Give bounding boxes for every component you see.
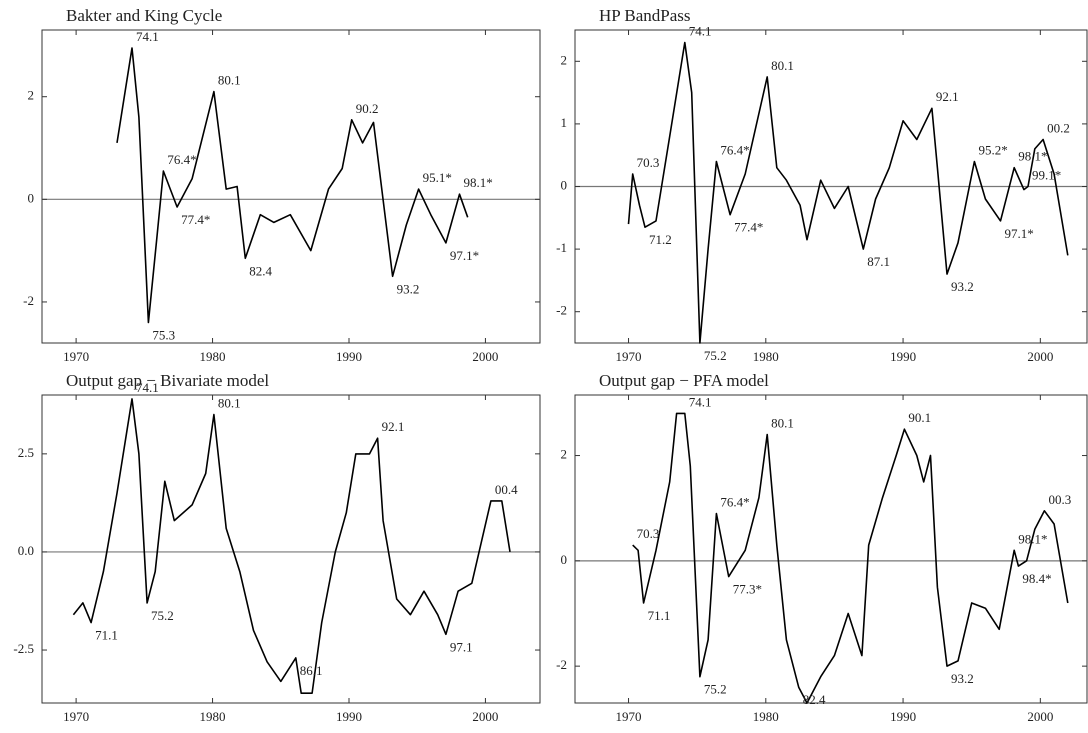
x-tick-label: 1990 (336, 709, 362, 724)
y-tick-label: 0 (561, 552, 568, 567)
x-tick-label: 1990 (890, 349, 916, 364)
x-tick-label: 1980 (753, 709, 779, 724)
turning-point-label: 98.4* (1022, 571, 1051, 586)
turning-point-label: 74.1 (689, 24, 712, 39)
turning-point-label: 90.1 (908, 410, 931, 425)
panel-title: HP BandPass (599, 6, 690, 25)
y-tick-label: 0 (561, 177, 568, 192)
turning-point-label: 97.1 (450, 639, 473, 654)
y-tick-label: 2 (561, 447, 568, 462)
y-tick-label: -2 (556, 303, 567, 318)
turning-point-label: 80.1 (771, 415, 794, 430)
y-tick-label: -2 (556, 657, 567, 672)
plot-frame (574, 394, 1088, 704)
x-tick-label: 1970 (63, 349, 89, 364)
turning-point-label: 70.3 (637, 526, 660, 541)
x-tick-label: 1980 (200, 709, 226, 724)
turning-point-label: 82.4 (803, 692, 826, 707)
turning-point-label: 93.2 (397, 281, 420, 296)
y-tick-label: -2.5 (13, 641, 34, 656)
turning-point-label: 86.1 (300, 663, 323, 678)
turning-point-label: 98.1* (1018, 531, 1047, 546)
turning-point-label: 95.1* (423, 170, 452, 185)
turning-point-label: 70.3 (637, 155, 660, 170)
x-tick-label: 1980 (753, 349, 779, 364)
turning-point-label: 92.1 (936, 89, 959, 104)
turning-point-label: 75.2 (151, 608, 174, 623)
turning-point-label: 71.1 (95, 628, 118, 643)
turning-point-label: 76.4* (720, 494, 749, 509)
x-tick-label: 1970 (63, 709, 89, 724)
turning-point-label: 80.1 (218, 396, 241, 411)
turning-point-label: 74.1 (136, 380, 159, 395)
turning-point-label: 98.1* (1018, 149, 1047, 164)
turning-point-label: 97.1* (1005, 226, 1034, 241)
turning-point-label: 80.1 (218, 73, 241, 88)
turning-point-label: 80.1 (771, 58, 794, 73)
y-tick-label: -1 (556, 240, 567, 255)
x-tick-label: 2000 (472, 709, 498, 724)
turning-point-label: 75.2 (704, 682, 727, 697)
y-tick-label: 2 (561, 52, 568, 67)
turning-point-label: 00.2 (1047, 121, 1070, 136)
data-line (72, 398, 511, 694)
x-tick-label: 1990 (890, 709, 916, 724)
x-tick-label: 1980 (200, 349, 226, 364)
turning-point-label: 00.4 (495, 482, 518, 497)
turning-point-label: 74.1 (136, 29, 159, 44)
x-tick-label: 2000 (1027, 709, 1053, 724)
turning-point-label: 97.1* (450, 248, 479, 263)
turning-point-label: 71.1 (648, 608, 671, 623)
turning-point-label: 98.1* (464, 175, 493, 190)
turning-point-label: 76.4* (167, 152, 196, 167)
y-tick-label: 1 (561, 115, 568, 130)
x-tick-label: 1990 (336, 349, 362, 364)
x-tick-label: 2000 (472, 349, 498, 364)
turning-point-label: 90.2 (356, 101, 379, 116)
turning-point-label: 77.4* (181, 212, 210, 227)
turning-point-label: 87.1 (867, 254, 890, 269)
y-tick-label: 0.0 (18, 543, 34, 558)
turning-point-label: 95.2* (978, 142, 1007, 157)
turning-point-label: 75.2 (704, 348, 727, 363)
x-tick-label: 1970 (616, 709, 642, 724)
y-tick-label: -2 (23, 293, 34, 308)
plot-frame (41, 394, 541, 704)
turning-point-label: 93.2 (951, 671, 974, 686)
y-tick-label: 2.5 (18, 445, 34, 460)
turning-point-label: 92.1 (382, 419, 405, 434)
data-line (627, 41, 1069, 344)
y-tick-label: 0 (28, 190, 35, 205)
turning-point-label: 77.3* (733, 582, 762, 597)
x-tick-label: 1970 (616, 349, 642, 364)
turning-point-label: 93.2 (951, 279, 974, 294)
panel-title: Bakter and King Cycle (66, 6, 222, 25)
turning-point-label: 82.4 (249, 263, 272, 278)
turning-point-label: 71.2 (649, 232, 672, 247)
data-line (116, 47, 469, 324)
turning-point-label: 77.4* (734, 220, 763, 235)
turning-point-label: 00.3 (1048, 492, 1071, 507)
turning-point-label: 76.4* (720, 142, 749, 157)
y-tick-label: 2 (28, 88, 35, 103)
turning-point-label: 74.1 (689, 394, 712, 409)
panel-title: Output gap − Bivariate model (66, 371, 269, 390)
plot-frame (41, 29, 541, 344)
panel-title: Output gap − PFA model (599, 371, 769, 390)
turning-point-label: 75.3 (152, 327, 175, 342)
x-tick-label: 2000 (1027, 349, 1053, 364)
turning-point-label: 99.1* (1032, 167, 1061, 182)
data-line (632, 412, 1069, 704)
